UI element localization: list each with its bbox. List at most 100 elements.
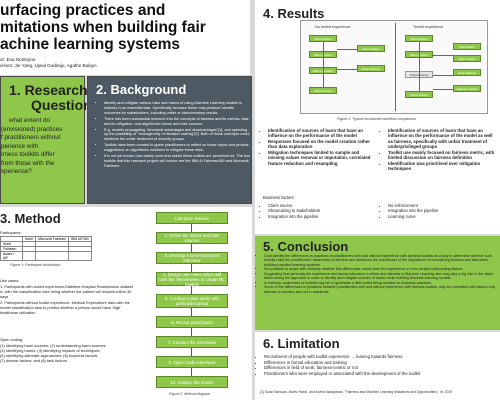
diagram-box: Model training	[405, 91, 433, 98]
table-row: Aware / AIF	[0, 251, 92, 261]
table-cell: Aware / AIF	[0, 251, 23, 261]
list-item: No enforcement	[388, 203, 493, 208]
list-item: Toolkit use mainly focused on fairness m…	[388, 150, 497, 161]
open-coding-line: (5) identifying alternate approaches; (6…	[0, 353, 99, 358]
results-title: 4. Results	[263, 6, 325, 21]
list-item: Suggesting that generally the experience…	[264, 272, 498, 281]
title-line: mitations when building fair	[0, 19, 206, 36]
flow-arrow	[191, 264, 192, 272]
workflow-diagram: No toolkit experience Toolkit experience…	[300, 20, 488, 114]
limitation-panel: 6. Limitation Recruitment of people with…	[255, 332, 500, 400]
rq-line: irness toolkits differ	[1, 151, 55, 158]
list-item: There has been substantial research into…	[104, 117, 250, 127]
list-item: Goal identify the differences in practic…	[264, 254, 498, 267]
diagram-connector	[433, 55, 453, 56]
diagram-connector	[337, 49, 357, 50]
diagram-connector	[433, 89, 453, 90]
list-item: Practitioners who were employed or assoc…	[264, 371, 498, 377]
business-right-list: No enforcement Integration into the pipe…	[383, 203, 493, 219]
list-item: Identification of sources of harm that h…	[268, 128, 375, 139]
table-cell	[21, 251, 37, 261]
flow-step: 3. Develop a semi-structured interview	[156, 252, 228, 264]
results-right-list: Identification of sources of harm that h…	[383, 128, 497, 172]
diagram-box: Model training	[309, 87, 337, 94]
list-item: E.g. models propagating "structural adva…	[104, 128, 250, 143]
rq-line: perience with	[1, 142, 39, 150]
open-coding-line: (3) identifying harms; (4) identifying i…	[0, 348, 101, 353]
list-item: Mitigation techniques limited to sample …	[268, 150, 375, 166]
open-coding-line: (7) domain factors; and (8) task factors…	[0, 358, 68, 363]
open-coding-list: (1) identifying harm sources; (2) unders…	[0, 343, 135, 363]
conclusion-list: Goal identify the differences in practic…	[260, 254, 498, 294]
background-panel: 2. Background Identify and mitigate vari…	[87, 76, 252, 204]
list-item: Identification was prioritised over miti…	[388, 161, 497, 172]
title-line: urfacing practices and	[0, 2, 166, 19]
flow-arrow	[191, 224, 192, 232]
table-cell	[68, 251, 92, 261]
conclusion-panel: 5. Conclusion Goal identify the differen…	[255, 236, 500, 330]
limitation-list: Recruitment of people with toolkit exper…	[260, 354, 498, 376]
research-question-text: what extent do (envisioned) practices f …	[1, 117, 83, 177]
authors: or: Eva Nontoyne visors: Jie Yang, Ujwal…	[0, 57, 97, 69]
flow-step: 2. Define ML harms and their sources	[156, 232, 228, 244]
diagram-connector	[433, 75, 453, 76]
table-header: Microsoft Fairlearn	[35, 236, 70, 242]
flow-step: 10. Analyse the results	[156, 376, 228, 388]
participants-label: Participants:	[0, 230, 22, 235]
flow-arrow	[191, 328, 192, 336]
list-item: It is not yet known how widely used and …	[104, 154, 250, 169]
diagram-box: Fairness metrics	[453, 85, 481, 92]
list-item: Some of the differences in practices bet…	[264, 285, 498, 294]
poster-title: urfacing practices and mitations when bu…	[0, 2, 206, 53]
diagram-divider	[395, 23, 396, 111]
list-item: Showcasing to stakeholders	[268, 208, 373, 213]
diagram-box: Data Cleaning	[453, 69, 481, 76]
diagram-connector	[323, 42, 324, 87]
poster-header: urfacing practices and mitations when bu…	[0, 0, 250, 75]
author-line: or: Eva Nontoyne	[0, 57, 36, 62]
diagram-box: Data Cleaning	[357, 65, 385, 72]
background-title: 2. Background	[96, 82, 187, 97]
flow-arrow	[191, 244, 192, 252]
title-line: achine learning systems	[0, 36, 181, 53]
flow-arrow	[191, 368, 192, 376]
flow-step: 6. Recruit participants	[156, 316, 228, 328]
flow-step: 7. Conduct the interviews	[156, 336, 228, 348]
table-header: IBM AIF360	[68, 236, 92, 242]
diagram-left-label: No toolkit experience	[315, 25, 351, 29]
rq-line: what extent do	[9, 117, 50, 124]
list-item: Integration into the pipeline	[268, 214, 373, 219]
list-item: Integration into the pipeline	[388, 208, 493, 213]
flow-caption: Figure 2: Method diagram	[169, 392, 211, 396]
rq-line: from those with the	[1, 159, 55, 167]
list-item: In industry, awareness of toolkits may b…	[264, 281, 498, 285]
participant-table: None Microsoft Fairlearn IBM AIF360 None…	[0, 236, 92, 261]
diagram-box: Data Analysis	[453, 55, 481, 62]
conclusion-title: 5. Conclusion	[263, 239, 349, 254]
results-left-list: Identification of sources of harm that h…	[263, 128, 375, 167]
list-item: Differences in field of work; fairness-c…	[264, 365, 498, 371]
references: [1] Solon Barocas, Moritz Hardt, and Arv…	[260, 390, 453, 394]
diagram-right-label: Toolkit experience	[413, 25, 444, 29]
open-coding-label: Open coding:	[0, 337, 24, 342]
rq-line: f practitioners without	[1, 134, 61, 141]
table-caption: Figure 1: Participant distribution	[10, 263, 61, 267]
business-left-list: Client source Showcasing to stakeholders…	[263, 203, 373, 219]
use-case: 2. Participants without toolkit experien…	[0, 300, 130, 315]
list-item: Identification of sources of harm that h…	[388, 128, 497, 149]
flow-step: 4. Design use cases which will task the …	[156, 272, 228, 287]
list-item: Learning curve	[388, 214, 493, 219]
diagram-caption: Figure 3: Typical envisioned workflow co…	[337, 117, 417, 121]
table-cell	[35, 251, 70, 261]
diagram-box: Data Analysis	[357, 45, 385, 52]
list-item: Not possible to asses with certainty whe…	[264, 267, 498, 271]
rq-title-line: Question	[31, 97, 92, 113]
limitation-title: 6. Limitation	[263, 336, 340, 351]
diagram-connector	[337, 69, 357, 70]
rq-line: (envisioned) practices	[1, 125, 63, 133]
list-item: Client source	[268, 203, 373, 208]
list-item: Toolkits have been created to guide prac…	[104, 143, 250, 153]
research-question-title: 1. Research Question	[9, 83, 92, 113]
list-item: Differences in formal education and trai…	[264, 360, 498, 366]
